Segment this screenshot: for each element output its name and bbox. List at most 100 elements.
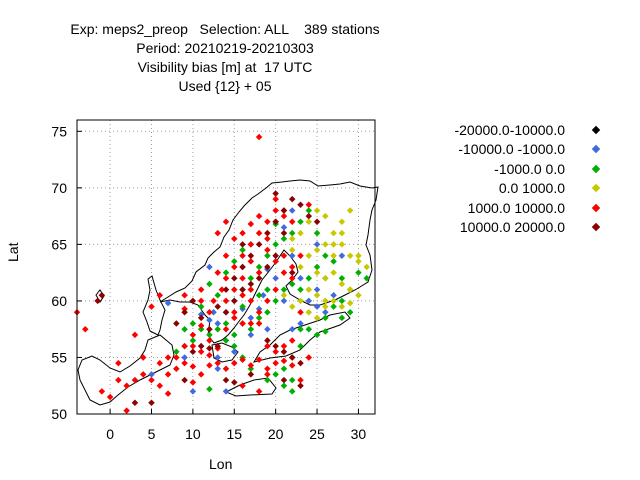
data-point (206, 345, 213, 352)
data-point (346, 252, 354, 259)
data-point (338, 314, 346, 322)
data-point (355, 292, 362, 299)
legend-label: -20000.0-10000.0 (454, 122, 565, 138)
data-point (264, 263, 271, 271)
x-tick-label: 20 (268, 426, 284, 442)
data-point (338, 280, 346, 288)
data-point (239, 252, 246, 259)
data-point (247, 280, 255, 288)
data-point (338, 303, 346, 310)
data-point (280, 342, 288, 350)
data-point (222, 337, 230, 344)
data-point (297, 342, 304, 350)
data-point (222, 286, 230, 293)
data-point (363, 275, 370, 282)
data-point (297, 308, 304, 316)
data-point (247, 320, 255, 327)
data-point (210, 308, 217, 316)
data-point (222, 297, 230, 305)
data-point (231, 263, 238, 271)
data-point (280, 229, 288, 237)
data-point (264, 252, 271, 259)
data-point (206, 316, 213, 324)
data-point (313, 207, 321, 214)
y-axis-ticks: 50 55 60 65 70 75 (51, 123, 82, 422)
data-point (181, 305, 188, 313)
data-point (231, 275, 238, 282)
data-point (346, 286, 354, 293)
data-point (322, 308, 329, 316)
data-point (264, 246, 271, 254)
data-point (247, 362, 255, 369)
data-point (288, 280, 296, 288)
data-point (305, 308, 313, 316)
data-point (313, 241, 321, 248)
data-point (222, 320, 230, 327)
data-point (288, 207, 296, 214)
data-point (181, 292, 188, 299)
data-point (272, 342, 279, 350)
data-point (313, 246, 321, 254)
data-point (272, 371, 279, 378)
data-point (239, 382, 246, 389)
data-point (239, 286, 246, 293)
data-point (197, 314, 205, 322)
data-point (272, 348, 279, 356)
data-point (330, 258, 337, 265)
data-point (338, 275, 346, 282)
data-point (139, 354, 147, 361)
data-point (322, 297, 329, 305)
data-point (322, 212, 329, 220)
data-point (231, 258, 238, 265)
data-point (247, 252, 255, 259)
data-point (288, 376, 296, 384)
data-point (255, 388, 263, 395)
y-tick-label: 60 (51, 293, 67, 309)
data-point (338, 252, 346, 259)
data-point (197, 342, 205, 350)
data-point (322, 303, 329, 310)
data-point (259, 292, 267, 299)
data-point (131, 331, 139, 339)
data-point (288, 229, 296, 237)
x-tick-label: 5 (148, 426, 156, 442)
data-point (206, 325, 213, 333)
data-point (346, 207, 354, 214)
data-point (222, 275, 230, 282)
data-point (255, 320, 263, 327)
data-point (297, 229, 304, 237)
data-point (189, 342, 197, 350)
data-point (197, 303, 205, 310)
data-point (214, 269, 221, 276)
y-tick-label: 55 (51, 349, 67, 365)
data-point (272, 286, 279, 293)
x-tick-label: 15 (226, 426, 242, 442)
data-point (231, 308, 238, 316)
data-point (255, 275, 263, 282)
data-point (231, 286, 238, 293)
data-point (156, 359, 164, 367)
data-point (264, 342, 271, 350)
data-point (239, 320, 246, 327)
data-point (189, 337, 197, 344)
data-point (297, 376, 304, 384)
y-tick-label: 50 (51, 406, 67, 422)
data-point (197, 348, 205, 356)
x-tick-label: 30 (351, 426, 367, 442)
data-point (264, 376, 271, 384)
data-point (239, 229, 246, 237)
data-point (222, 252, 230, 259)
data-point (255, 314, 263, 322)
data-point (305, 325, 313, 333)
data-point (330, 297, 337, 305)
data-point (288, 252, 296, 259)
data-point (189, 379, 197, 386)
data-point (181, 325, 188, 333)
data-point (82, 325, 89, 333)
data-point (297, 382, 304, 389)
data-point (305, 297, 313, 305)
data-point (231, 297, 238, 305)
data-point (330, 303, 337, 310)
data-point (313, 263, 321, 271)
data-point (106, 393, 114, 401)
